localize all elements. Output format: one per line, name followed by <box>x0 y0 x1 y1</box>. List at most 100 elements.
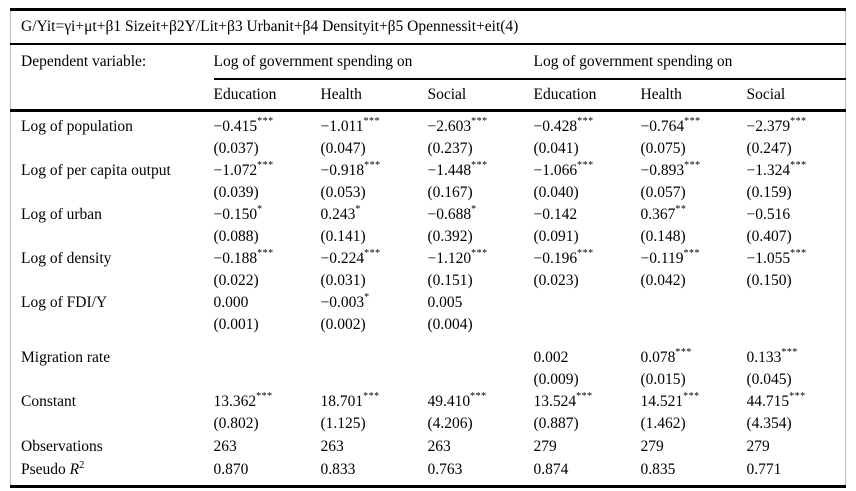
significance-stars: *** <box>781 346 798 358</box>
se-value: (0.047) <box>320 140 366 157</box>
table-row-se: (0.039) (0.053) (0.167) (0.040) (0.057) … <box>11 182 846 204</box>
se-value: (0.159) <box>746 184 792 201</box>
se-value: (0.031) <box>320 272 366 289</box>
significance-stars: *** <box>683 248 701 259</box>
coef-value: −2.603 <box>427 118 472 135</box>
coef-cell <box>747 292 846 314</box>
coef-cell: 44.715*** <box>747 391 846 413</box>
coef-cell <box>321 336 428 369</box>
row-label-spacer <box>11 270 214 292</box>
coef-value: 44.715 <box>746 393 790 410</box>
coef-cell: 14.521*** <box>641 391 747 413</box>
row-label: Log of density <box>21 250 112 267</box>
se-value <box>747 314 846 336</box>
se-value <box>428 369 534 391</box>
significance-stars: *** <box>471 248 488 259</box>
significance-stars: *** <box>684 115 701 127</box>
coef-value: 0.078 <box>640 349 676 366</box>
se-value: (0.392) <box>427 228 473 245</box>
se-value: (0.237) <box>427 140 473 157</box>
coef-cell: −0.142 <box>534 204 641 226</box>
column-header-education-2: Education <box>533 79 641 112</box>
significance-stars: *** <box>577 160 594 171</box>
coef-value: −0.918 <box>320 162 365 179</box>
se-value: (0.039) <box>213 184 259 201</box>
coef-cell: 0.133*** <box>747 336 846 369</box>
coef-cell: 0.000 <box>214 292 321 314</box>
summary-value: 279 <box>533 438 557 455</box>
summary-value: 263 <box>320 438 344 455</box>
summary-value: 0.835 <box>640 461 676 478</box>
coef-cell: −0.119*** <box>641 248 747 270</box>
significance-stars: *** <box>683 391 700 402</box>
significance-stars: *** <box>471 115 488 127</box>
se-value: (0.004) <box>427 316 473 333</box>
row-label: Migration rate <box>21 349 111 366</box>
coef-value: −2.379 <box>746 118 791 135</box>
table-row: Log of FDI/Y 0.000 −0.003* 0.005 <box>11 292 846 314</box>
coef-value: −1.011 <box>320 118 364 135</box>
se-value: (0.022) <box>213 272 259 289</box>
coef-cell: 49.410*** <box>428 391 534 413</box>
coef-cell: 0.005 <box>428 292 534 314</box>
coef-cell <box>428 336 534 369</box>
dependent-variable-row: Dependent variable: Log of government sp… <box>11 44 846 80</box>
summary-value: 279 <box>640 438 664 455</box>
coef-cell: −0.188*** <box>214 248 321 270</box>
se-value: (0.040) <box>533 184 579 201</box>
column-header-social-2: Social <box>746 79 846 112</box>
significance-stars: *** <box>257 115 274 127</box>
se-value: (4.206) <box>427 415 473 432</box>
coef-value: 49.410 <box>427 393 471 410</box>
coef-cell: −2.603*** <box>428 111 534 139</box>
coef-value: 0.005 <box>427 294 463 311</box>
row-label: Log of urban <box>21 206 102 223</box>
significance-stars: *** <box>256 391 273 402</box>
coef-value: −1.120 <box>427 250 472 267</box>
significance-stars: *** <box>257 248 274 259</box>
se-value <box>321 369 428 391</box>
significance-stars: *** <box>675 346 692 358</box>
coef-value: −1.324 <box>746 162 791 179</box>
coef-value: −0.224 <box>320 250 365 267</box>
se-value: (0.045) <box>746 371 792 388</box>
table-row-se: (0.009) (0.015) (0.045) <box>11 369 846 391</box>
table-row: Log of urban −0.150* 0.243* −0.688* −0.1… <box>11 204 846 226</box>
dependent-variable-label: Dependent variable: <box>21 53 147 70</box>
significance-stars: *** <box>577 248 594 259</box>
observations-row: Observations 263 263 263 279 279 279 <box>11 435 846 458</box>
significance-stars: *** <box>470 391 487 402</box>
se-value: (0.042) <box>640 272 686 289</box>
table-row: Log of population −0.415*** −1.011*** −2… <box>11 111 846 139</box>
table-row-se: (0.802) (1.125) (4.206) (0.887) (1.462) … <box>11 413 846 435</box>
se-value: (0.887) <box>533 415 579 432</box>
summary-value: 0.870 <box>213 461 249 478</box>
summary-value: 263 <box>213 438 237 455</box>
coef-value: −1.066 <box>533 162 578 179</box>
coef-cell: −0.415*** <box>214 111 321 139</box>
row-label-spacer <box>11 138 214 160</box>
se-value: (0.141) <box>320 228 366 245</box>
significance-stars: *** <box>790 160 807 171</box>
coef-cell: −0.224*** <box>321 248 428 270</box>
row-label-spacer <box>11 226 214 248</box>
coef-cell: −1.448*** <box>428 160 534 182</box>
coef-value: −0.188 <box>213 250 258 267</box>
significance-stars: *** <box>789 391 806 402</box>
coef-cell: −1.072*** <box>214 160 321 182</box>
se-value: (0.037) <box>213 140 259 157</box>
coef-cell: −0.688* <box>428 204 534 226</box>
coef-value: −0.764 <box>640 118 685 135</box>
coef-value: −0.415 <box>213 118 258 135</box>
coef-cell: 18.701*** <box>321 391 428 413</box>
se-value: (0.015) <box>640 371 686 388</box>
significance-stars: *** <box>790 248 807 259</box>
significance-stars: *** <box>577 115 594 127</box>
coef-value: 0.367 <box>640 206 676 223</box>
coef-value: 14.521 <box>640 393 684 410</box>
se-value: (0.009) <box>533 371 579 388</box>
table-row-se: (0.037) (0.047) (0.237) (0.041) (0.075) … <box>11 138 846 160</box>
se-value: (0.802) <box>213 415 259 432</box>
coef-cell: 13.362*** <box>214 391 321 413</box>
summary-value: 279 <box>746 438 770 455</box>
